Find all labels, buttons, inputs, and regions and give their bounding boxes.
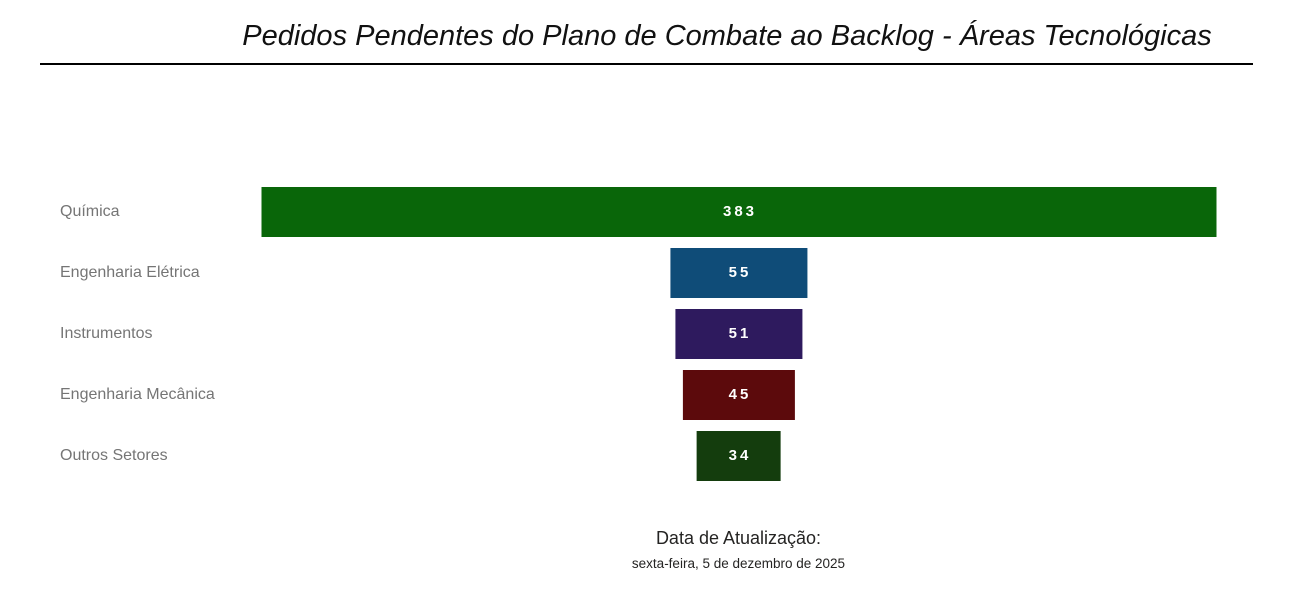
category-label: Engenharia Elétrica — [60, 263, 200, 281]
funnel-bar[interactable]: 45 — [682, 369, 795, 420]
funnel-bar[interactable]: 51 — [674, 308, 803, 359]
funnel-bar[interactable]: 383 — [261, 186, 1216, 237]
plot-area: 55 — [261, 247, 1216, 298]
bar-value-label: 383 — [722, 203, 758, 220]
title-area: Pedidos Pendentes do Plano de Combate ao… — [0, 0, 1289, 65]
plot-area: 51 — [261, 308, 1216, 359]
funnel-bar[interactable]: 34 — [696, 430, 781, 481]
update-label: Data de Atualização: — [655, 528, 822, 548]
title-underline — [40, 63, 1253, 65]
funnel-row: Engenharia Elétrica 55 — [0, 242, 1289, 303]
bar-value-label: 45 — [728, 386, 752, 403]
update-info: Data de Atualização: sexta-feira, 5 de d… — [261, 526, 1216, 571]
update-date: sexta-feira, 5 de dezembro de 2025 — [631, 556, 846, 571]
bar-value-label: 51 — [728, 325, 752, 342]
funnel-row: Instrumentos 51 — [0, 303, 1289, 364]
category-label: Instrumentos — [60, 324, 153, 342]
funnel-bar[interactable]: 55 — [669, 247, 808, 298]
plot-area: 34 — [261, 430, 1216, 481]
funnel-row: Engenharia Mecânica 45 — [0, 364, 1289, 425]
category-label: Química — [60, 202, 120, 220]
funnel-chart: Química 383 Engenharia Elétrica 55 Instrumen… — [0, 181, 1289, 486]
plot-area: 383 — [261, 186, 1216, 237]
chart-title: Pedidos Pendentes do Plano de Combate ao… — [242, 20, 1212, 52]
bar-value-label: 55 — [728, 264, 752, 281]
category-label: Outros Setores — [60, 446, 168, 464]
category-label: Engenharia Mecânica — [60, 385, 215, 403]
plot-area: 45 — [261, 369, 1216, 420]
bar-value-label: 34 — [728, 447, 752, 464]
funnel-row: Química 383 — [0, 181, 1289, 242]
funnel-row: Outros Setores 34 — [0, 425, 1289, 486]
